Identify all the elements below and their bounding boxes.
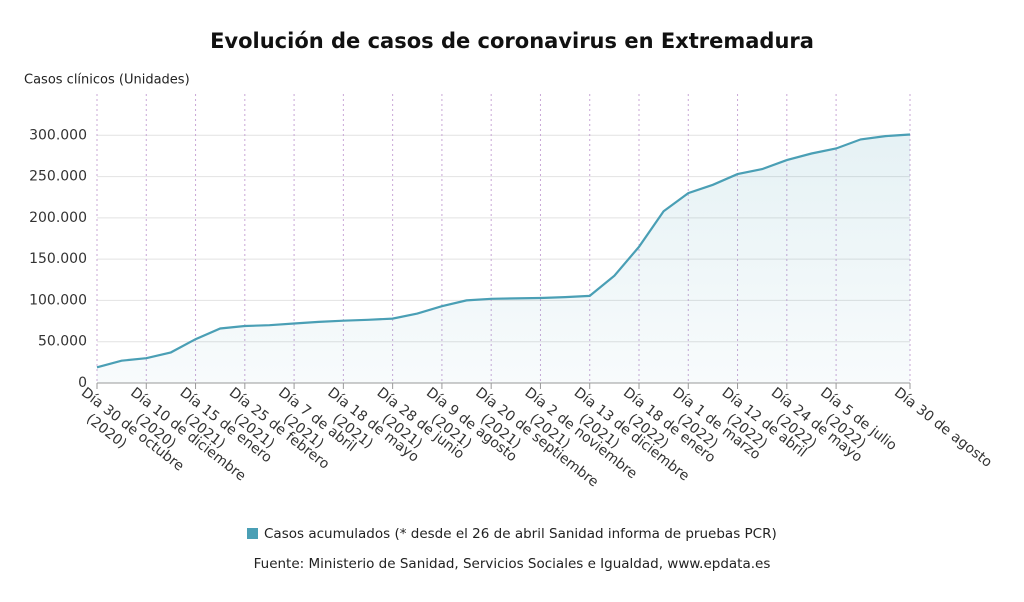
line [96, 133, 911, 369]
y-tick-label: 50.000 [38, 334, 87, 350]
y-axis-label: Casos clínicos (Unidades) [24, 73, 190, 88]
legend-swatch [247, 528, 258, 539]
area [97, 134, 910, 383]
chart-title: Evolución de casos de coronavirus en Ext… [210, 29, 814, 53]
y-tick-label: 0 [78, 375, 87, 391]
y-tick-label: 100.000 [29, 292, 87, 308]
y-tick-label: 300.000 [29, 127, 87, 143]
y-tick-label: 250.000 [29, 169, 87, 185]
legend-label: Casos acumulados (* desde el 26 de abril… [264, 526, 777, 542]
y-tick-label: 150.000 [29, 251, 87, 267]
y-tick-label: 200.000 [29, 210, 87, 226]
x-tick-label: Día 30 de agosto [891, 385, 995, 471]
source: Fuente: Ministerio de Sanidad, Servicios… [254, 556, 771, 572]
